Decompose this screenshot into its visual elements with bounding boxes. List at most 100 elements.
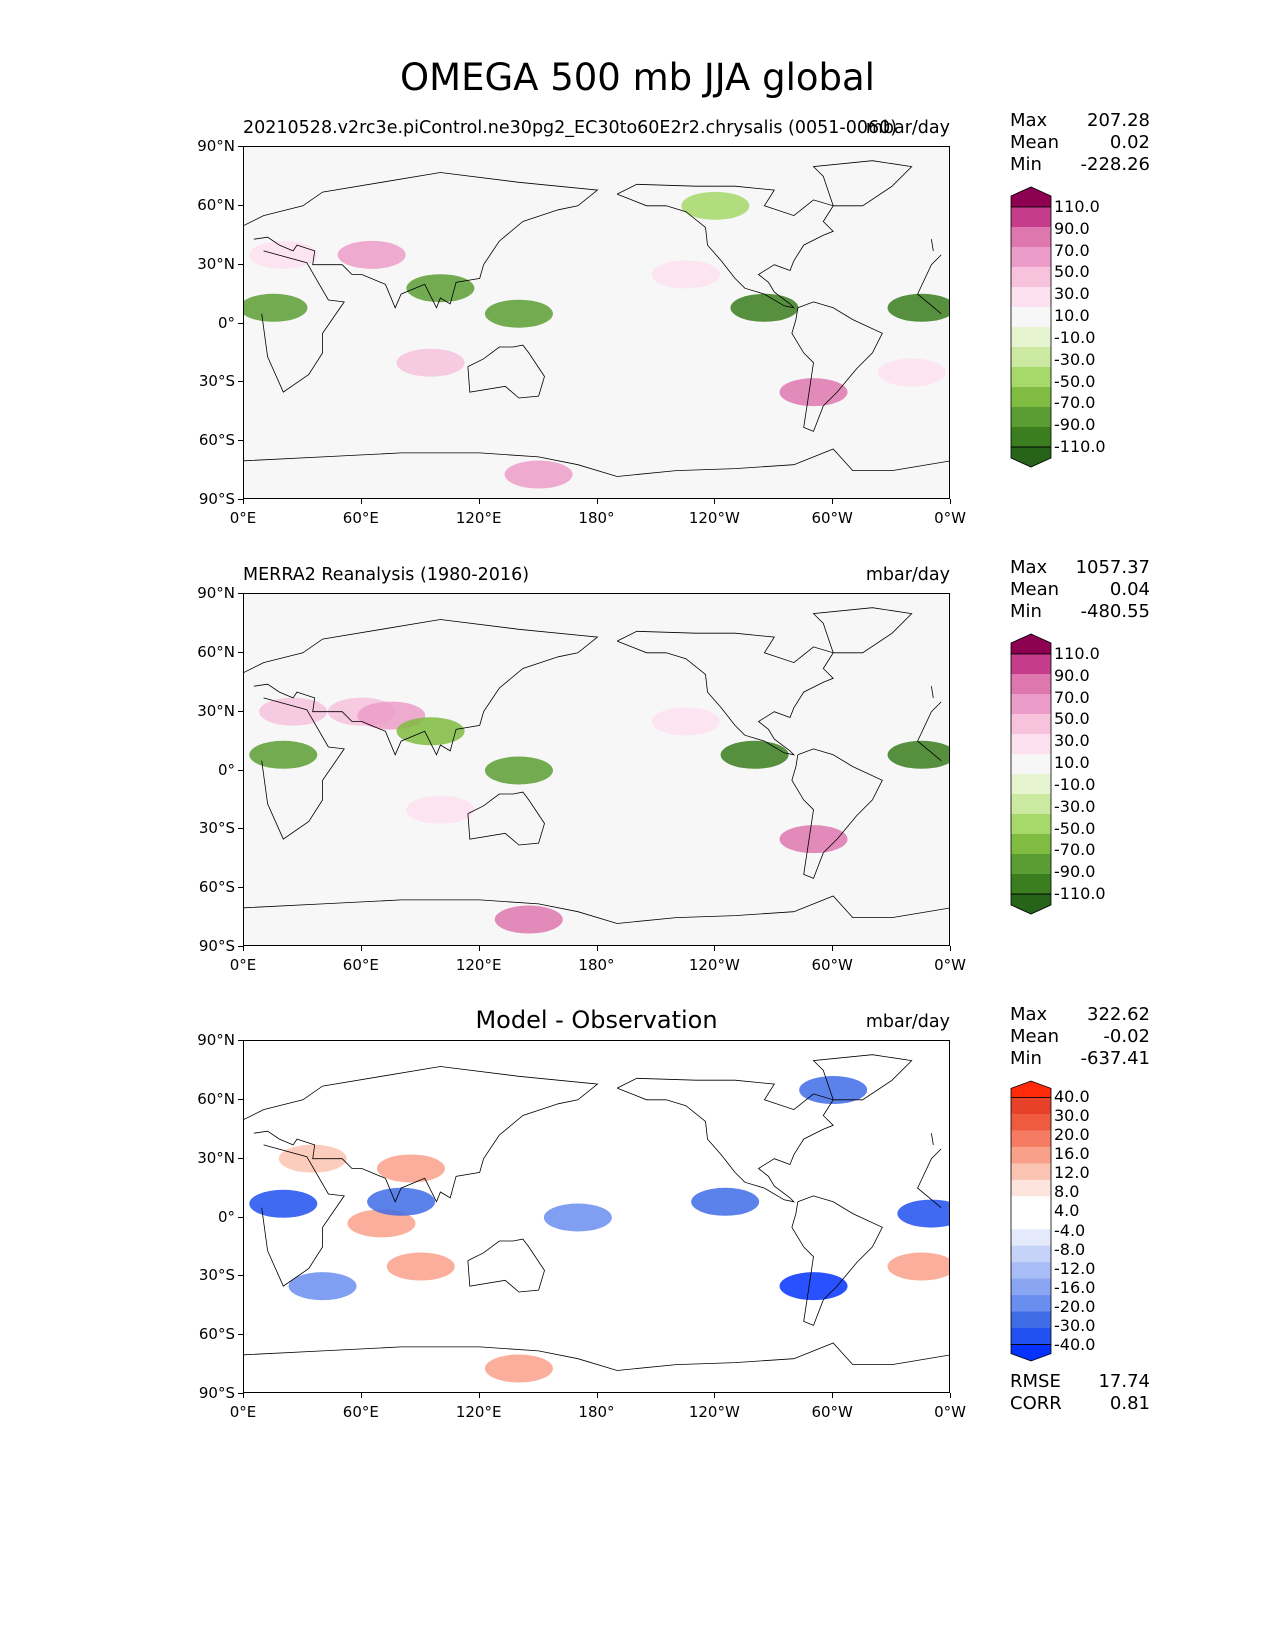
colorbar-label: -110.0: [1054, 437, 1106, 456]
colorbar-outline: [1010, 206, 1052, 448]
colorbar-segment: [1011, 654, 1051, 675]
x-tick: [478, 499, 480, 504]
map-plot: [244, 1054, 949, 1383]
field-anomaly: [396, 348, 465, 377]
x-tick: [950, 946, 951, 951]
y-tick: [238, 499, 243, 500]
stat-label: Max: [1010, 110, 1048, 131]
y-tick-label: 30°S: [198, 1266, 235, 1285]
colorbar-label: -30.0: [1054, 1315, 1096, 1335]
y-tick: [238, 769, 243, 771]
colorbar-label: -90.0: [1054, 862, 1096, 882]
colorbar-label: 90.0: [1054, 218, 1090, 238]
x-tick-label: 120°E: [455, 1403, 502, 1421]
y-tick: [238, 263, 243, 265]
field-anomaly: [651, 260, 720, 289]
x-tick-label: 0°W: [934, 509, 966, 527]
stats-block: Max 207.28 Mean 0.02 Min -228.26: [1010, 110, 1150, 176]
colorbar-outline: [1010, 1097, 1052, 1345]
colorbar-segment: [1011, 1328, 1051, 1346]
field-anomaly: [484, 1354, 553, 1383]
field-anomaly: [877, 358, 946, 387]
colorbar-label: 4.0: [1054, 1201, 1080, 1221]
field-anomaly: [376, 1154, 445, 1183]
x-tick-label: 60°W: [811, 1403, 853, 1421]
colorbar-segment: [1011, 774, 1051, 795]
colorbar-segment: [1011, 854, 1051, 875]
x-tick: [243, 1393, 244, 1398]
colorbar-segment: [1010, 1080, 1052, 1098]
y-tick-label: 30°N: [197, 701, 235, 720]
coastline: [244, 1342, 949, 1371]
x-tick-label: 180°: [578, 1403, 615, 1421]
map-panel: [243, 593, 950, 946]
colorbar-label: -50.0: [1054, 818, 1096, 838]
x-tick: [243, 499, 244, 504]
x-tick: [832, 1393, 834, 1398]
colorbar-segment: [1010, 446, 1052, 468]
colorbar: [1010, 633, 1052, 915]
colorbar-label: 10.0: [1054, 306, 1090, 326]
x-tick: [596, 946, 598, 951]
colorbar-segment: [1011, 694, 1051, 715]
stat-value: -637.41: [1080, 1048, 1150, 1069]
field-anomaly: [259, 697, 328, 726]
x-tick: [243, 946, 244, 951]
field-anomaly: [249, 1189, 318, 1218]
colorbar-segment: [1011, 327, 1051, 348]
coastline: [616, 183, 834, 309]
colorbar-label: 20.0: [1054, 1125, 1090, 1145]
field-anomaly: [367, 1187, 436, 1216]
x-tick-label: 60°W: [811, 956, 853, 974]
stat-row: Min -228.26: [1010, 154, 1150, 176]
field-anomaly: [406, 274, 475, 303]
colorbar-segment: [1011, 287, 1051, 308]
colorbar-segment: [1011, 1113, 1051, 1131]
x-tick-label: 120°W: [688, 956, 740, 974]
colorbar-segment: [1010, 1344, 1052, 1362]
stat-label: Mean: [1010, 1026, 1060, 1047]
colorbar-label: -40.0: [1054, 1334, 1096, 1354]
y-tick: [238, 1216, 243, 1218]
coastline: [812, 607, 913, 654]
field-anomaly: [484, 756, 553, 785]
colorbar-label: -70.0: [1054, 840, 1096, 860]
stat-row: Min -480.55: [1010, 601, 1150, 623]
coastline: [244, 619, 934, 756]
y-tick-label: 60°S: [198, 1325, 235, 1344]
colorbar-segment: [1011, 1245, 1051, 1263]
y-tick-label: 30°S: [198, 372, 235, 391]
field-anomaly: [887, 740, 949, 769]
colorbar-segment: [1011, 1130, 1051, 1148]
colorbar-segment: [1011, 834, 1051, 855]
field-anomaly: [543, 1203, 612, 1232]
x-tick: [360, 946, 362, 951]
y-tick-label: 90°S: [198, 937, 235, 955]
stat-value: -480.55: [1080, 601, 1150, 622]
panel-units: mbar/day: [865, 1012, 950, 1032]
y-tick: [238, 1040, 243, 1041]
x-tick: [478, 1393, 480, 1398]
field-anomaly: [651, 707, 720, 736]
colorbar-label: -30.0: [1054, 349, 1096, 369]
y-tick-label: 30°S: [198, 819, 235, 838]
y-tick-label: 90°S: [198, 490, 235, 508]
stat-value: 322.62: [1087, 1004, 1150, 1025]
x-tick-label: 60°E: [342, 1403, 379, 1421]
colorbar-label: 110.0: [1054, 197, 1100, 216]
y-tick-label: 0°: [217, 1207, 235, 1226]
stat-row: CORR 0.81: [1010, 1393, 1150, 1415]
map-plot: [244, 607, 949, 934]
coastline: [791, 1195, 883, 1326]
coastline: [244, 1066, 934, 1203]
y-tick: [238, 828, 243, 830]
coastline: [791, 748, 883, 879]
y-tick-label: 60°S: [198, 431, 235, 450]
x-tick-label: 60°E: [342, 509, 379, 527]
colorbar-segment: [1011, 794, 1051, 815]
colorbar-label: -20.0: [1054, 1296, 1096, 1316]
y-tick-label: 90°N: [197, 1031, 235, 1049]
field-anomaly: [730, 293, 799, 322]
colorbar-segment: [1011, 1146, 1051, 1164]
colorbar-label: 50.0: [1054, 262, 1090, 282]
